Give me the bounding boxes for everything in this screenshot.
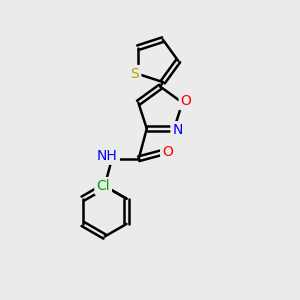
- Text: O: O: [181, 94, 191, 108]
- Text: NH: NH: [97, 149, 118, 163]
- Text: O: O: [162, 145, 173, 159]
- Text: S: S: [130, 67, 139, 81]
- Text: N: N: [172, 123, 183, 137]
- Text: Cl: Cl: [96, 179, 110, 193]
